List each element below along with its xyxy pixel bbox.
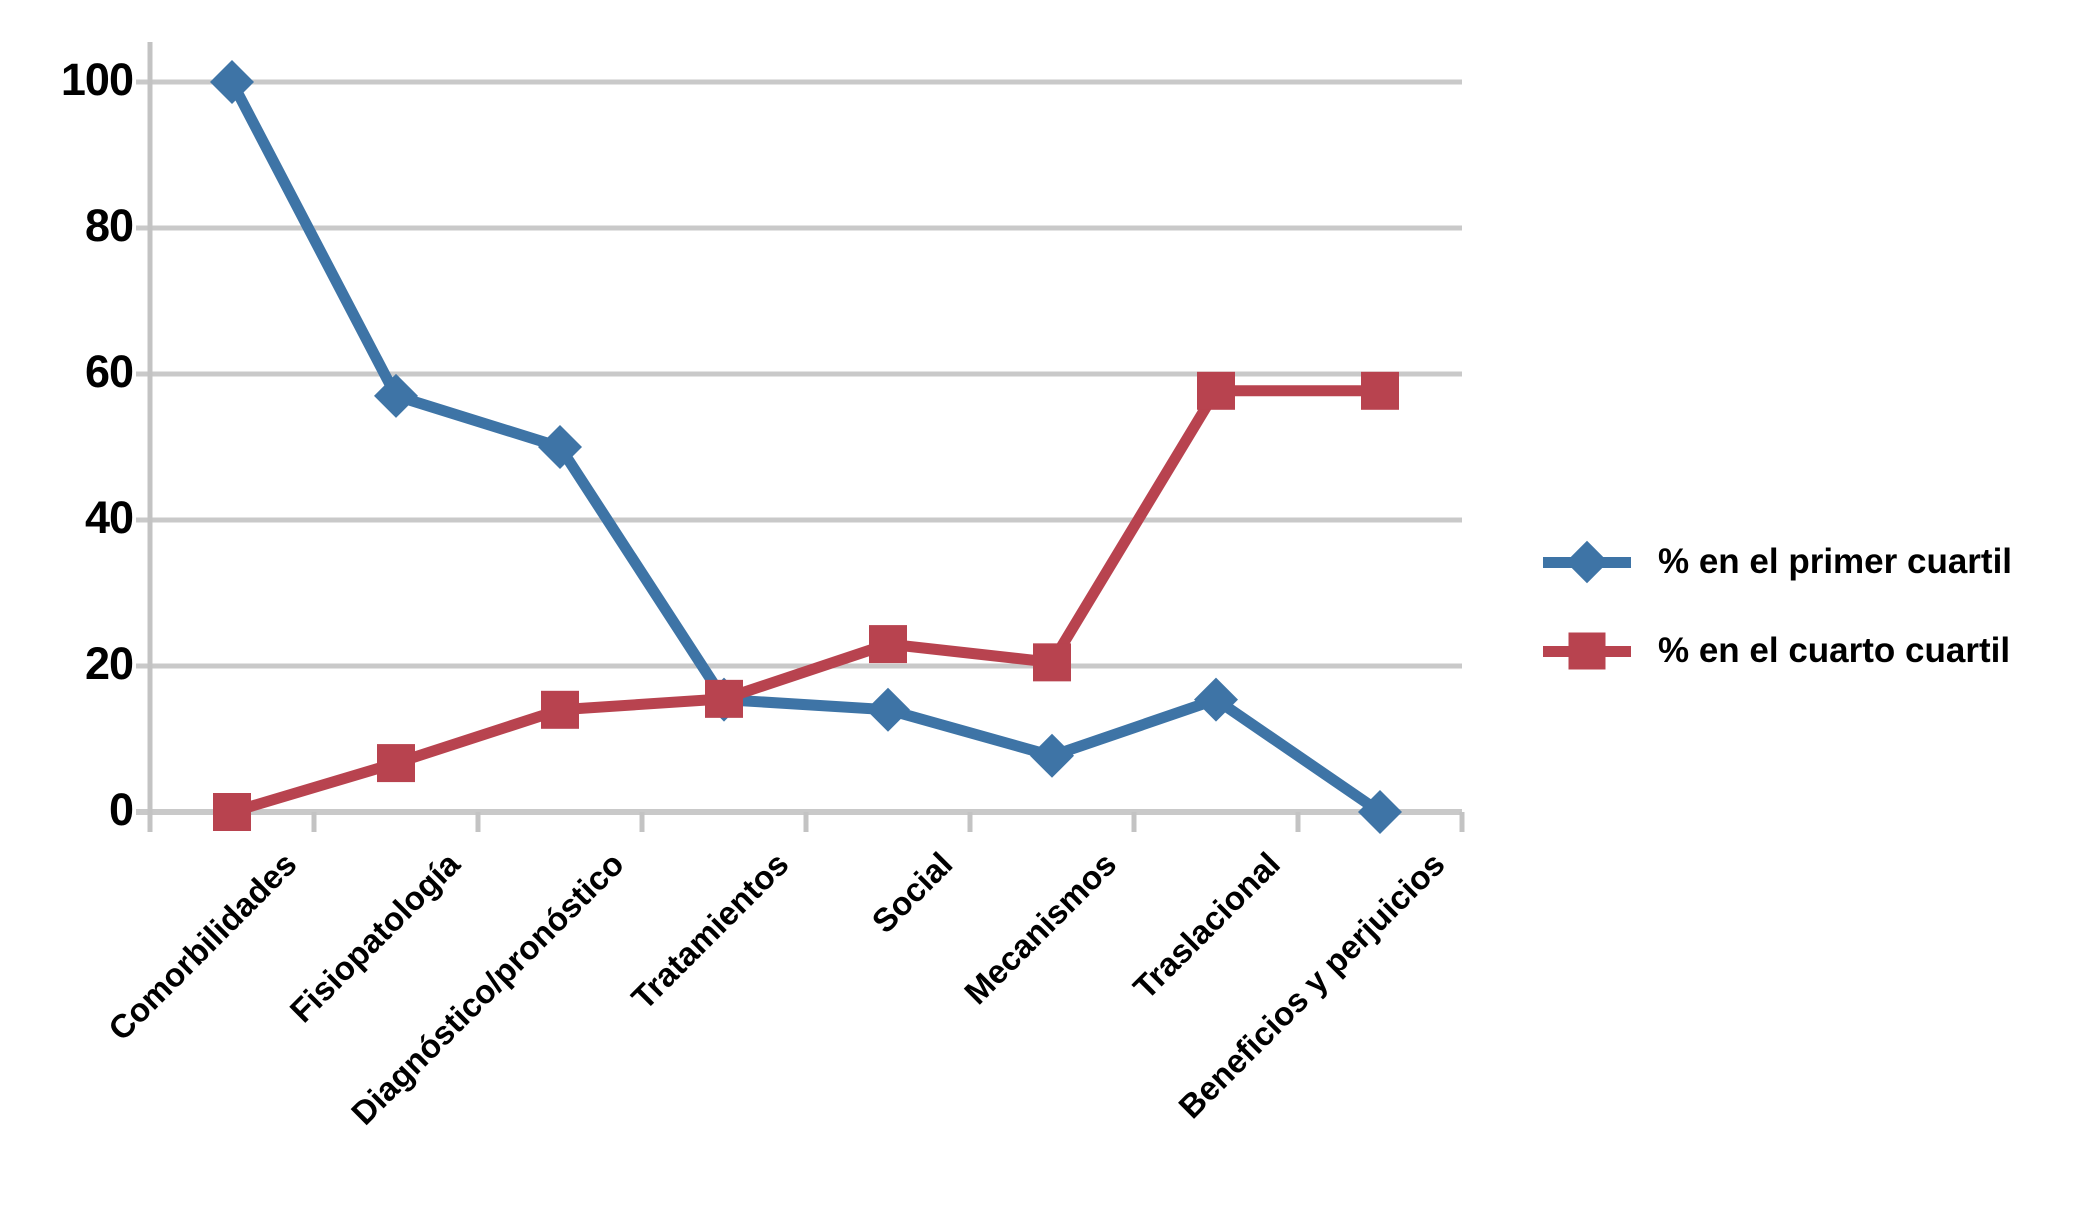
diamond-marker-0-1 bbox=[374, 373, 418, 418]
diamond-marker-0-7 bbox=[1358, 790, 1402, 834]
series-line-1 bbox=[226, 385, 1386, 818]
square-marker-1-3 bbox=[705, 679, 743, 718]
diamond-marker-0-0 bbox=[210, 60, 254, 104]
y-tick-label-100: 100 bbox=[60, 53, 134, 105]
y-tick-label-20: 20 bbox=[84, 637, 134, 689]
legend-item-cuarto-cuartil: % en el cuarto cuartil bbox=[1543, 622, 2012, 680]
square-marker-1-7 bbox=[1361, 371, 1399, 410]
blue-diamond-legend-marker-icon bbox=[1543, 556, 1631, 568]
legend: % en el primer cuartil % en el cuarto cu… bbox=[1543, 533, 2012, 680]
square-marker-1-5 bbox=[1033, 643, 1071, 682]
diamond-marker-0-5 bbox=[1030, 733, 1074, 778]
legend-item-primer-cuartil: % en el primer cuartil bbox=[1543, 533, 2012, 591]
diamond-marker-0-2 bbox=[538, 425, 582, 469]
legend-label-primer-cuartil: % en el primer cuartil bbox=[1658, 542, 2013, 581]
square-marker-1-1 bbox=[377, 744, 415, 783]
legend-label-cuarto-cuartil: % en el cuarto cuartil bbox=[1658, 631, 2011, 670]
y-tick-label-0: 0 bbox=[108, 783, 134, 835]
square-marker-1-4 bbox=[869, 625, 907, 664]
diamond-marker-0-6 bbox=[1194, 677, 1238, 722]
square-marker-1-0 bbox=[213, 793, 251, 831]
series-line-0 bbox=[226, 76, 1386, 818]
y-tick-label-60: 60 bbox=[84, 345, 134, 397]
square-marker-1-2 bbox=[541, 690, 579, 729]
diamond-marker-0-4 bbox=[866, 687, 910, 732]
y-tick-label-40: 40 bbox=[84, 491, 134, 543]
y-tick-label-80: 80 bbox=[84, 199, 134, 251]
red-square-legend-marker-icon bbox=[1543, 645, 1631, 657]
square-marker-1-6 bbox=[1197, 371, 1235, 410]
